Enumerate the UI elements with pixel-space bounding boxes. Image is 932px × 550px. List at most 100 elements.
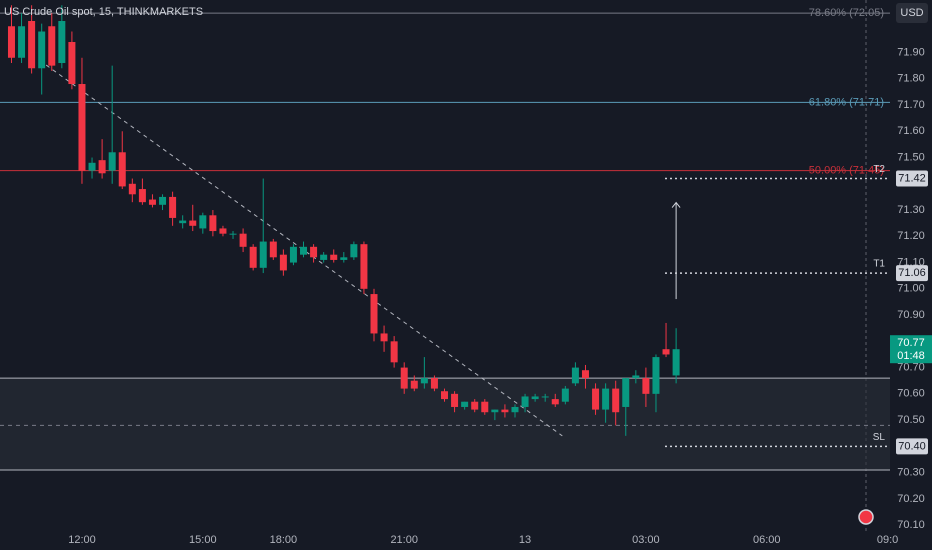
y-tick-label: 70.10 <box>897 519 925 531</box>
candle-body <box>279 254 287 271</box>
candle-body <box>300 246 308 255</box>
candle-body <box>662 349 670 355</box>
candle-body <box>561 388 569 402</box>
target-price-box <box>896 170 928 187</box>
candle-body <box>88 162 96 171</box>
target-price-box <box>896 265 928 282</box>
x-tick-label: 18:00 <box>270 534 298 546</box>
arrow-head <box>671 201 681 208</box>
candle-body <box>7 26 15 58</box>
x-tick-label: 09:0 <box>877 534 898 546</box>
candle-body <box>310 246 318 258</box>
fib-label: 78.60% (72.05) <box>809 7 884 19</box>
candle-body <box>592 388 600 410</box>
candle-body <box>602 388 610 410</box>
y-tick-label: 71.90 <box>897 46 925 58</box>
candle-body <box>491 409 499 413</box>
currency-button[interactable] <box>896 3 928 23</box>
candle-body <box>239 233 247 247</box>
candle-body <box>68 42 76 85</box>
x-tick-label: 03:00 <box>632 534 660 546</box>
y-tick-label: 70.60 <box>897 388 925 400</box>
last-price: 70.77 <box>897 337 925 349</box>
currency-label[interactable]: USD <box>900 7 923 19</box>
candle-body <box>340 257 348 260</box>
y-tick-label: 71.50 <box>897 151 925 163</box>
candle-body <box>229 233 237 235</box>
candle-body <box>28 21 36 69</box>
candle-body <box>420 378 428 384</box>
x-tick-label: 12:00 <box>68 534 96 546</box>
y-tick-label: 70.30 <box>897 467 925 479</box>
target-price: 70.40 <box>898 440 926 452</box>
candle-body <box>632 375 640 379</box>
candle-body <box>269 241 277 258</box>
candle-body <box>400 367 408 389</box>
candle-body <box>148 199 156 205</box>
candle-body <box>189 220 197 226</box>
y-tick-label: 70.70 <box>897 361 925 373</box>
candle-body <box>390 341 398 363</box>
candle-body <box>209 215 217 232</box>
candle-body <box>511 406 519 413</box>
countdown: 01:48 <box>897 350 925 362</box>
candle-body <box>652 357 660 394</box>
last-price-box <box>890 335 932 364</box>
candle-body <box>118 152 126 187</box>
y-tick-label: 70.50 <box>897 414 925 426</box>
candle-body <box>360 244 368 289</box>
candle-body <box>249 246 257 268</box>
y-tick-label: 71.30 <box>897 204 925 216</box>
candle-body <box>370 294 378 334</box>
candle-body <box>98 160 106 174</box>
candle-body <box>440 391 448 400</box>
candle-body <box>169 196 177 218</box>
x-tick-label: 13 <box>519 534 531 546</box>
candle-body <box>289 246 297 263</box>
y-tick-label: 70.90 <box>897 309 925 321</box>
candle-body <box>330 254 338 260</box>
candle-body <box>259 241 267 268</box>
candle-body <box>18 26 26 58</box>
candle-body <box>531 396 539 400</box>
candle-body <box>642 378 650 394</box>
candle-body <box>451 393 459 407</box>
y-tick-label: 71.20 <box>897 230 925 242</box>
target-name: T1 <box>873 259 885 270</box>
candle-body <box>48 26 56 66</box>
candle-body <box>672 349 680 376</box>
candle-body <box>159 196 167 205</box>
candle-body <box>481 401 489 413</box>
candle-body <box>138 189 146 203</box>
plot-area: 78.60% (72.05) 61.80% (71.71) 50.00% (71.4… <box>0 5 890 471</box>
candle-body <box>430 378 438 389</box>
candle-body <box>551 399 559 405</box>
candle-body <box>622 378 630 407</box>
target-price-box <box>896 438 928 455</box>
candle-body <box>350 244 358 258</box>
candle-body <box>38 31 46 69</box>
target-price: 71.06 <box>898 267 926 279</box>
x-tick-label: 15:00 <box>189 534 217 546</box>
candle-body <box>219 228 227 234</box>
candle-body <box>461 401 469 407</box>
candle-body <box>58 21 66 64</box>
candle-body <box>410 380 418 389</box>
target-name: SL <box>873 432 886 443</box>
fib-label: 61.80% (71.71) <box>809 96 884 108</box>
y-tick-label: 71.80 <box>897 73 925 85</box>
y-tick-label: 71.60 <box>897 125 925 137</box>
chart-title: US Crude Oil spot, 15, THINKMARKETS <box>4 6 203 18</box>
target-name: T2 <box>873 164 885 175</box>
candle-body <box>471 401 479 410</box>
event-icon[interactable] <box>858 509 874 525</box>
candle-body <box>521 396 529 407</box>
candle-body <box>179 220 187 224</box>
candle-body <box>320 254 328 260</box>
x-tick-label: 06:00 <box>753 534 781 546</box>
candle-body <box>380 333 388 342</box>
x-tick-label: 21:00 <box>390 534 418 546</box>
candle-body <box>612 388 620 413</box>
candle-body <box>78 84 86 171</box>
